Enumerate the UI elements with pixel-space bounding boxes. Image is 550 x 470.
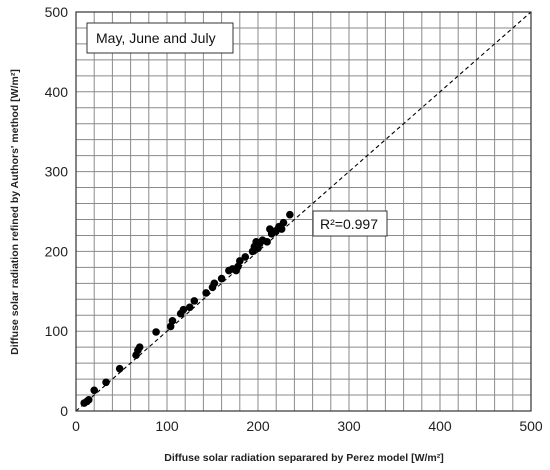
reference-line-1-to-1: [75, 11, 532, 412]
y-tick-labels: 0 100 200 300 400 500: [45, 4, 69, 419]
y-tick-label: 400: [45, 84, 69, 100]
period-label-box: [86, 22, 234, 54]
data-point: [115, 364, 124, 373]
data-point: [102, 378, 110, 387]
data-point: [217, 274, 226, 283]
x-tick-label: 200: [246, 418, 270, 434]
data-point: [168, 317, 177, 325]
data-point: [190, 297, 199, 305]
data-point: [236, 257, 244, 265]
data-point: [279, 218, 288, 227]
data-point: [286, 210, 294, 219]
data-point: [241, 253, 250, 261]
data-point: [202, 289, 210, 297]
data-point: [152, 328, 160, 336]
r2-label: R²=0.997: [320, 216, 378, 232]
r2-label-box: [312, 210, 388, 237]
x-tick-label: 500: [519, 418, 543, 434]
data-point: [179, 305, 188, 314]
y-tick-label: 0: [60, 403, 68, 419]
y-tick-label: 300: [45, 164, 69, 180]
x-axis-title: Diffuse solar radiation separared by Per…: [164, 452, 444, 464]
period-label: May, June and July: [96, 30, 216, 46]
x-tick-label: 300: [337, 418, 361, 434]
data-point: [210, 279, 219, 288]
reference-line-group: [75, 11, 532, 412]
data-point: [90, 386, 98, 395]
grid: [76, 12, 531, 411]
data-point: [84, 396, 93, 404]
y-tick-label: 500: [45, 4, 69, 20]
x-tick-label: 400: [428, 418, 452, 434]
x-tick-label: 100: [155, 418, 179, 434]
y-tick-label: 100: [45, 323, 69, 339]
data-point: [277, 225, 286, 233]
y-tick-label: 200: [45, 243, 69, 259]
x-tick-labels: 0 100 200 300 400 500: [72, 418, 543, 434]
data-point: [135, 343, 144, 351]
y-axis-title: Diffuse solar radiation refined by Autho…: [9, 69, 21, 355]
data-points: [80, 210, 294, 407]
data-point: [263, 238, 271, 246]
data-point: [185, 303, 194, 312]
plot-area-frame: [75, 11, 532, 412]
x-tick-label: 0: [72, 418, 80, 434]
